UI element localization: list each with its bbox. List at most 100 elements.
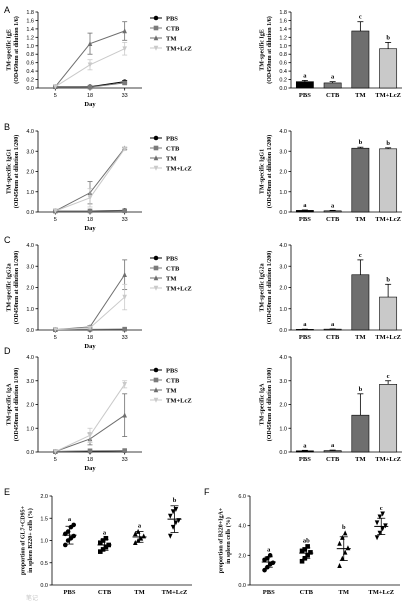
bar <box>379 296 398 331</box>
y-axis-label: TM-specific IgG1 <box>260 149 266 194</box>
x-tick-label: TM <box>355 92 365 99</box>
x-tick-label: TM <box>355 334 365 341</box>
x-tick-label: 18 <box>87 217 93 223</box>
bar <box>379 148 398 213</box>
y-tick-label: 3.0 <box>279 149 287 155</box>
data-point <box>337 540 342 546</box>
x-tick-label: TM <box>355 216 365 223</box>
bar <box>351 30 370 89</box>
x-tick-label: 18 <box>87 335 93 341</box>
data-point <box>87 84 93 90</box>
legend-entry: CTB <box>166 377 180 384</box>
x-tick-label: 33 <box>122 93 128 99</box>
bar <box>351 274 370 331</box>
data-point <box>141 533 146 539</box>
data-point <box>103 544 109 550</box>
y-tick-label: 1.8 <box>279 10 287 16</box>
y-tick-label: 4.0 <box>26 355 34 361</box>
data-point <box>71 533 76 539</box>
legend-marker <box>153 155 159 161</box>
y-axis-label: (OD450nm at dilution 1/100) <box>13 368 20 442</box>
legend-entry: PBS <box>166 255 178 262</box>
y-tick-label: 3.0 <box>279 379 287 385</box>
data-point <box>377 514 383 520</box>
data-point <box>87 448 93 454</box>
x-axis-label: Day <box>84 225 96 232</box>
y-tick-label: 0.0 <box>26 210 34 216</box>
y-tick-label: 2.0 <box>279 286 287 292</box>
y-tick-label: 3.0 <box>279 264 287 270</box>
data-point <box>122 80 127 86</box>
data-point <box>345 545 351 551</box>
x-tick-label: TM+LcZ <box>375 216 401 223</box>
bar <box>295 450 314 453</box>
panel-label-B: B <box>4 122 10 132</box>
legend-marker <box>153 275 159 281</box>
x-tick-label: TM <box>134 589 144 596</box>
data-point <box>133 531 138 537</box>
data-point <box>122 412 127 418</box>
y-tick-label: 4.0 <box>279 355 287 361</box>
y-tick-label: 1.0 <box>279 44 287 50</box>
x-tick-label: 33 <box>122 457 128 463</box>
data-point <box>342 530 348 536</box>
y-tick-label: 0.2 <box>279 78 287 84</box>
data-point <box>299 548 305 554</box>
x-tick-label: TM+LcZ <box>375 456 401 463</box>
data-point <box>133 540 138 546</box>
x-tick-label: 5 <box>54 457 57 463</box>
x-tick-label: CTB <box>326 216 340 223</box>
y-tick-label: 2.0 <box>26 403 34 409</box>
legend-marker <box>153 135 159 141</box>
bar <box>351 147 370 213</box>
data-point <box>168 513 173 519</box>
data-point <box>98 540 103 546</box>
significance-letter: a <box>138 523 142 530</box>
x-tick-label: CTB <box>326 334 340 341</box>
panel-label-F: F <box>204 487 210 497</box>
data-point <box>168 533 173 539</box>
data-point <box>87 433 93 439</box>
watermark: 笔记 <box>26 594 38 602</box>
significance-letter: a <box>331 321 335 328</box>
significance-letter: a <box>103 529 107 536</box>
y-tick-label: 0.2 <box>26 78 34 84</box>
y-tick-label: 0.0 <box>238 583 246 589</box>
data-point <box>87 40 93 46</box>
y-tick-label: 1.0 <box>26 426 34 432</box>
significance-letter: a <box>303 202 307 209</box>
legend-marker <box>153 15 159 21</box>
y-tick-label: 1.6 <box>26 18 34 24</box>
x-tick-label: PBS <box>299 216 311 223</box>
significance-letter: b <box>342 524 346 531</box>
bar <box>379 48 398 89</box>
y-tick-label: 0.8 <box>279 52 287 58</box>
y-tick-label: 4.0 <box>279 129 287 135</box>
x-tick-label: 18 <box>87 93 93 99</box>
significance-letter: b <box>386 34 390 41</box>
data-point <box>337 563 342 569</box>
y-tick-label: 4.0 <box>238 524 246 530</box>
x-tick-label: PBS <box>299 92 311 99</box>
y-tick-label: 0.8 <box>26 52 34 58</box>
significance-letter: b <box>386 276 390 283</box>
legend-entry: TM <box>166 387 176 394</box>
x-tick-label: TM+LcZ <box>375 334 401 341</box>
y-axis-label: (OD450nm at dilution 1/200) <box>13 135 20 209</box>
y-axis-label: TM-specific IgG2a <box>7 263 13 311</box>
legend-entry: PBS <box>166 15 178 22</box>
y-tick-label: 0.4 <box>279 69 287 75</box>
legend-entry: TM+LcZ <box>166 397 192 404</box>
data-point <box>305 553 310 558</box>
data-point <box>299 558 305 564</box>
significance-letter: c <box>380 505 383 512</box>
x-tick-label: TM <box>339 589 349 596</box>
legend-entry: TM+LcZ <box>166 45 192 52</box>
data-point <box>103 535 109 541</box>
data-point <box>308 550 313 555</box>
data-point <box>302 547 308 552</box>
data-point <box>53 327 58 333</box>
x-tick-label: CTB <box>98 589 112 596</box>
legend-entry: PBS <box>166 135 178 142</box>
